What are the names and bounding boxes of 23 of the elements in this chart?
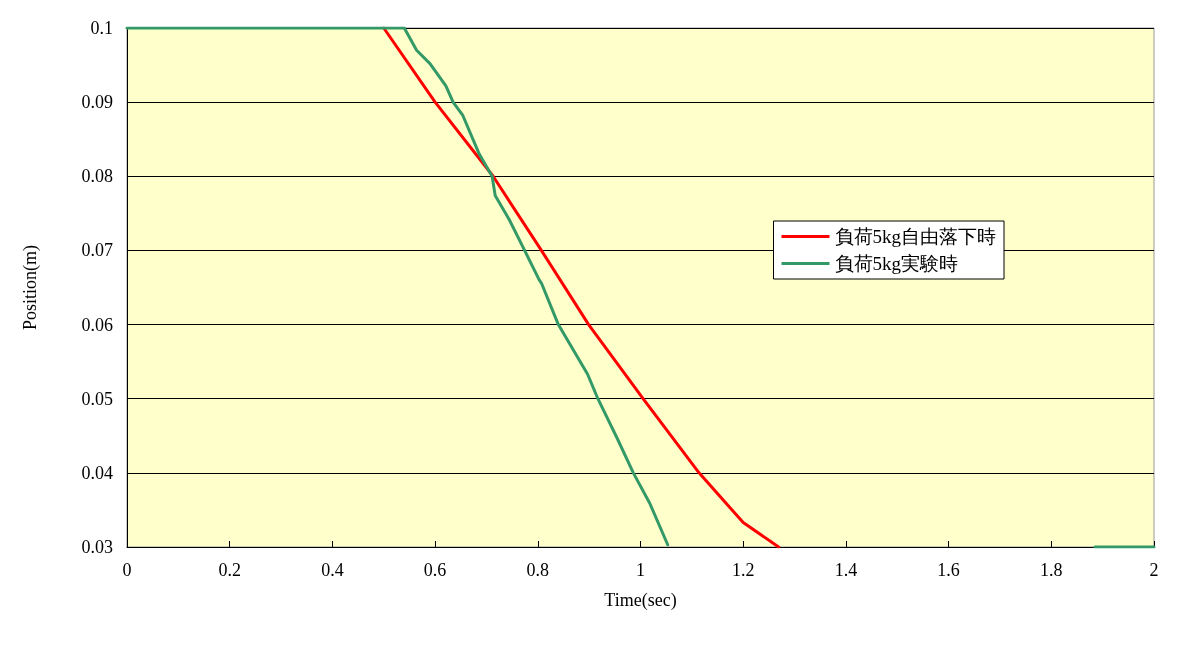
x-tick-label: 1.6 (937, 560, 960, 580)
x-tick-label: 1 (636, 560, 645, 580)
y-tick-label: 0.04 (81, 462, 113, 483)
y-tick-label: 0.08 (81, 166, 113, 187)
x-tick-label: 0.6 (423, 560, 447, 580)
x-tick-label: 2 (1149, 560, 1159, 580)
y-tick-label: 0.1 (90, 18, 113, 38)
y-axis-title: Position(m) (20, 244, 41, 331)
y-tick-label: 0.09 (81, 92, 113, 113)
y-tick-label: 0.07 (81, 240, 113, 261)
y-tick-label: 0.06 (81, 314, 113, 335)
x-tick-label: 1.8 (1040, 560, 1063, 580)
x-tick-label: 0.4 (321, 560, 344, 580)
x-tick-label: 0 (122, 560, 132, 580)
x-tick-label: 1.2 (731, 560, 755, 580)
x-tick-label: 0.8 (526, 560, 550, 580)
legend-label: 負荷5kg自由落下時 (834, 226, 996, 247)
x-tick-label: 1.4 (834, 560, 858, 580)
x-axis-title: Time(sec) (604, 590, 677, 611)
x-tick-label: 0.2 (218, 560, 241, 580)
y-tick-label: 0.03 (81, 537, 113, 557)
legend-label: 負荷5kg実験時 (834, 253, 958, 274)
y-tick-label: 0.05 (81, 388, 113, 409)
